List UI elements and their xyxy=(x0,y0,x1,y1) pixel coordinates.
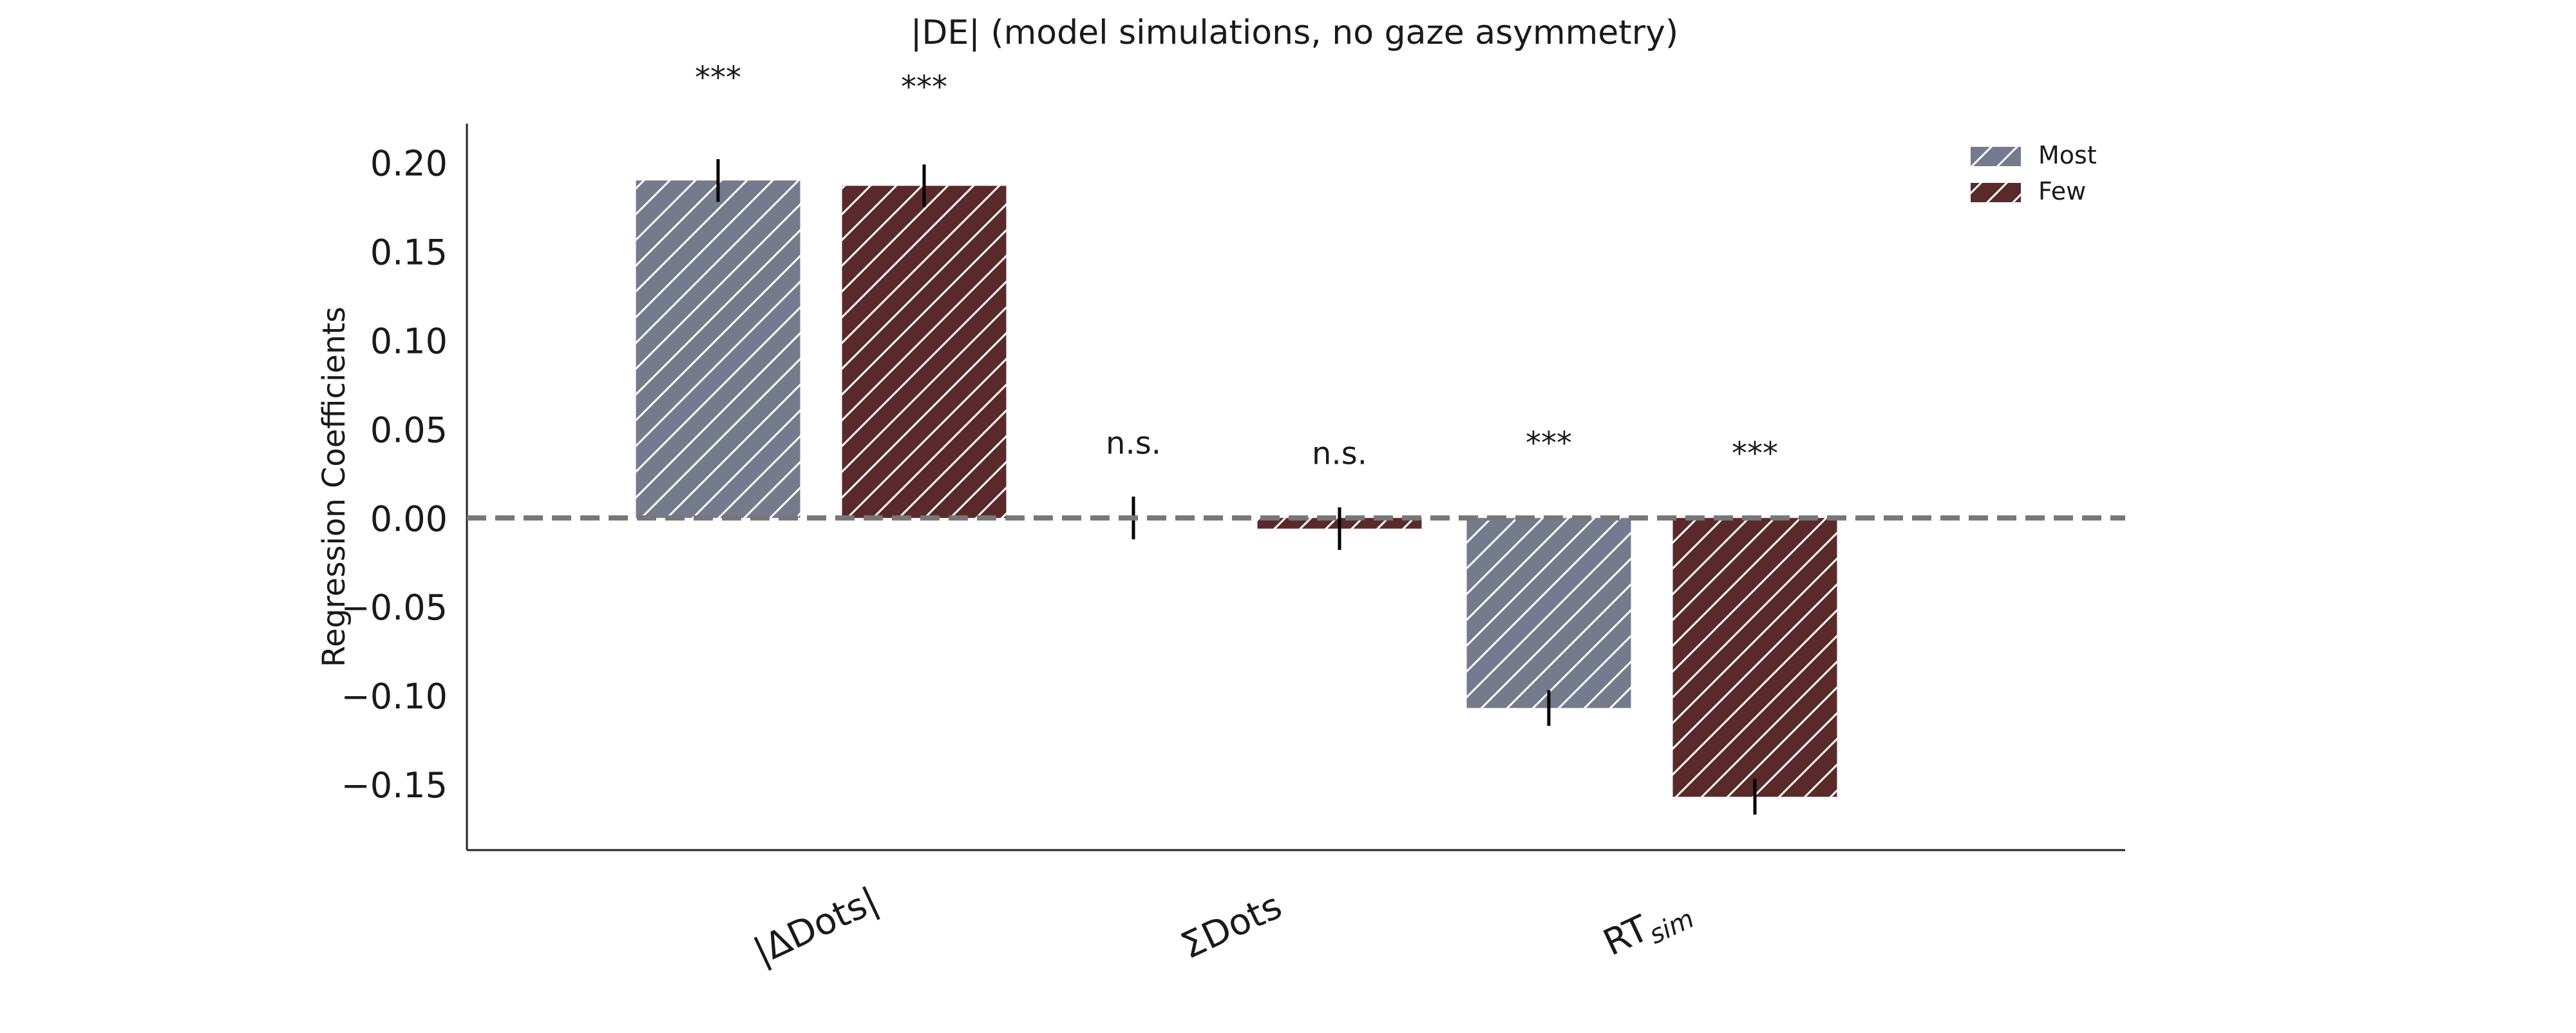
significance-label: *** xyxy=(695,60,741,96)
bar-few xyxy=(1672,518,1837,797)
y-tick-label: 0.00 xyxy=(370,498,448,539)
y-tick-label: 0.20 xyxy=(370,144,448,184)
significance-label: n.s. xyxy=(1312,435,1367,471)
legend-swatch-few xyxy=(1971,183,2021,202)
bar-few xyxy=(842,185,1007,518)
significance-label: *** xyxy=(901,69,947,105)
x-tick-label: RTsim xyxy=(1597,888,1699,969)
legend-swatch-most xyxy=(1971,147,2021,166)
y-tick-label: −0.05 xyxy=(341,587,448,628)
bar-most xyxy=(636,180,800,518)
x-tick-label: ΣDots xyxy=(1175,885,1288,967)
x-tick-label: |ΔDots| xyxy=(748,880,885,973)
significance-label: n.s. xyxy=(1106,425,1161,461)
legend-label-few: Few xyxy=(2038,177,2086,205)
legend-label-most: Most xyxy=(2038,141,2097,169)
chart-title: |DE| (model simulations, no gaze asymmet… xyxy=(911,14,1678,52)
significance-label: *** xyxy=(1732,435,1778,471)
significance-label: *** xyxy=(1526,425,1572,461)
y-axis-label: Regression Coefficients xyxy=(316,307,352,667)
y-tick-label: −0.10 xyxy=(341,676,448,717)
y-tick-label: 0.05 xyxy=(370,410,448,450)
bar-most xyxy=(1466,518,1631,708)
y-tick-label: 0.15 xyxy=(370,232,448,273)
y-tick-label: −0.15 xyxy=(341,765,448,806)
y-tick-label: 0.10 xyxy=(370,321,448,361)
